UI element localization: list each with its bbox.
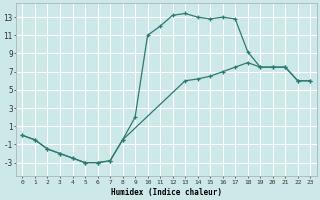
X-axis label: Humidex (Indice chaleur): Humidex (Indice chaleur): [111, 188, 222, 197]
